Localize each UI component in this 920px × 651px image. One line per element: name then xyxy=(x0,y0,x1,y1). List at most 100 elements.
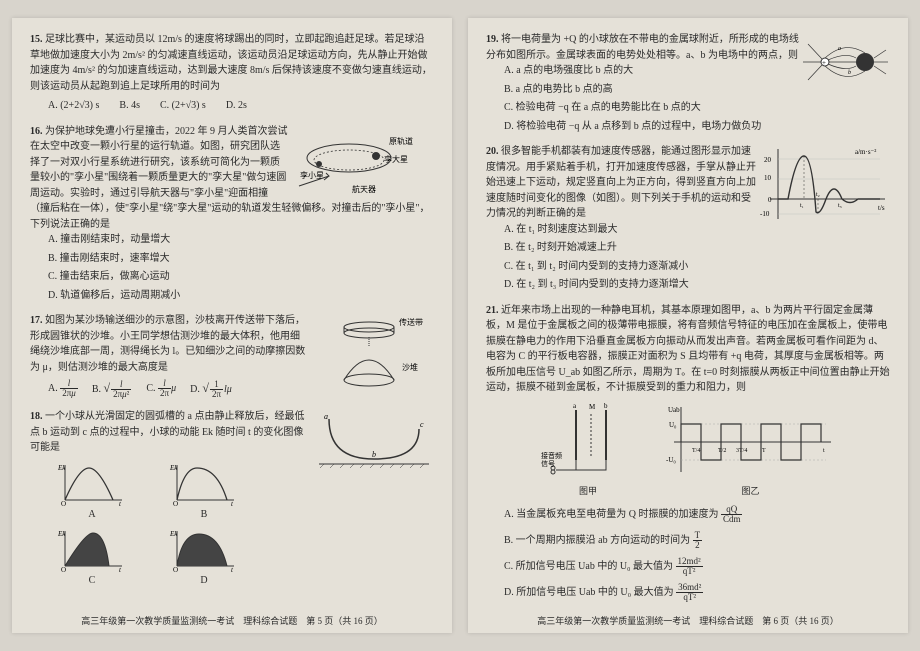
svg-text:t: t xyxy=(231,566,234,573)
q17-num: 17. xyxy=(30,315,43,326)
svg-text:Ek: Ek xyxy=(57,464,66,472)
label-C: C xyxy=(89,573,96,589)
page-5: 15. 足球比赛中，某运动员以 12m/s 的速度将球踢出的同时，立即起跑追赶足… xyxy=(12,18,452,633)
q21-C: C. 所加信号电压 Uab 中的 U₀ 最大值为 12md²qT² xyxy=(504,557,890,576)
q21-options: A. 当金属板充电至电荷量为 Q 时振膜的加速度为 qQCdm B. 一个周期内… xyxy=(504,505,890,602)
svg-text:信号: 信号 xyxy=(541,459,555,468)
svg-text:t₃: t₃ xyxy=(838,203,842,209)
svg-text:接音频: 接音频 xyxy=(541,451,562,460)
q19-D: D. 将检验电荷 −q 从 a 点移到 b 点的过程中，电场力做负功 xyxy=(504,119,800,135)
svg-text:M: M xyxy=(589,403,596,411)
q19-B: B. a 点的电势比 b 点的高 xyxy=(504,82,800,98)
svg-text:10: 10 xyxy=(764,174,772,182)
q17-B: B. √l2πμ² xyxy=(92,379,133,399)
q19-text: 将一电荷量为 +Q 的小球放在不带电的金属球附近，所形成的电场线分布如图所示。金… xyxy=(486,34,799,61)
svg-text:t₂: t₂ xyxy=(816,192,820,198)
q20-options: A. 在 t₁ 时刻速度达到最大 B. 在 t₂ 时刻开始减速上升 C. 在 t… xyxy=(504,222,760,293)
q21-fig-yi: Uab U₀ -U₀ T/4 T/2 3T/4 T t 图乙 xyxy=(666,402,836,499)
q21-B: B. 一个周期内振膜沿 ab 方向运动的时间为 T2 xyxy=(504,531,890,550)
q18-graph-A: Ek t O A xyxy=(48,462,136,523)
q17-text: 如图为某沙场输送细沙的示意图，沙枝离开传送带下落后，形成圆锥状的沙堆。小王同学想… xyxy=(30,315,305,373)
svg-text:O: O xyxy=(173,500,178,507)
q20-text: 很多智能手机都装有加速度传感器，能通过图形显示加速度情况。用手紧贴着手机，打开加… xyxy=(486,146,756,219)
q20-B: B. 在 t₂ 时刻开始减速上升 xyxy=(504,240,760,256)
q21-A: A. 当金属板充电至电荷量为 Q 时振膜的加速度为 qQCdm xyxy=(504,505,890,524)
q16-D: D. 轨道偏移后，运动周期减小 xyxy=(48,288,434,304)
q18-graphs: EktO A EktO B EktO C xyxy=(48,462,248,589)
field-lines-diagram: + a b xyxy=(800,32,890,92)
q15-text: 足球比赛中，某运动员以 12m/s 的速度将球踢出的同时，立即起跑追赶足球。若足… xyxy=(30,34,432,92)
q16-A: A. 撞击刚结束时，动量增大 xyxy=(48,232,434,248)
q17-A: A. l2πμ xyxy=(48,379,78,399)
question-16: 原轨道 孪大星 孪小星 航天器 16. 为保护地球免遭小行星撞击，2022 年 … xyxy=(30,124,434,304)
svg-text:Ek: Ek xyxy=(169,464,178,472)
q18-num: 18. xyxy=(30,411,43,422)
question-20: a/m·s⁻² t/s 20 10 0 -10 t₁ t₂ t₃ 20. 很多智… xyxy=(486,144,890,293)
svg-text:t: t xyxy=(119,500,122,507)
svg-text:传送带: 传送带 xyxy=(399,317,423,327)
svg-text:T/2: T/2 xyxy=(718,448,726,454)
svg-text:a: a xyxy=(324,412,328,421)
footer-left: 高三年级第一次教学质量监测统一考试 理科综合试题 第 5 页（共 16 页） xyxy=(12,614,452,627)
label-A: A xyxy=(88,507,95,523)
svg-text:b: b xyxy=(372,450,376,459)
q15-num: 15. xyxy=(30,34,43,45)
q18-text: 一个小球从光滑固定的圆弧槽的 a 点由静止释放后，经最低点 b 运动到 c 点的… xyxy=(30,411,304,453)
svg-text:-U₀: -U₀ xyxy=(666,456,676,464)
q19-num: 19. xyxy=(486,34,499,45)
svg-text:T: T xyxy=(762,448,766,454)
svg-text:O: O xyxy=(61,500,66,507)
q15-C: C. (2+√3) s xyxy=(160,98,206,114)
svg-text:a/m·s⁻²: a/m·s⁻² xyxy=(855,148,876,156)
q20-num: 20. xyxy=(486,146,499,157)
question-21: 21. 近年来市场上出现的一种静电耳机，其基本原理如图甲，a、b 为两片平行固定… xyxy=(486,303,890,602)
svg-text:O: O xyxy=(173,566,178,573)
svg-text:20: 20 xyxy=(764,156,772,164)
svg-text:孪大星: 孪大星 xyxy=(384,154,408,164)
orbit-diagram: 原轨道 孪大星 孪小星 航天器 xyxy=(294,126,434,196)
svg-text:a: a xyxy=(573,402,577,410)
svg-text:a: a xyxy=(838,46,841,52)
question-15: 15. 足球比赛中，某运动员以 12m/s 的速度将球踢出的同时，立即起跑追赶足… xyxy=(30,32,434,114)
q19-options: A. a 点的电场强度比 b 点的大 B. a 点的电势比 b 点的高 C. 检… xyxy=(504,63,800,134)
q17-C: C. l2πμ xyxy=(146,379,176,399)
q21-text: 近年来市场上出现的一种静电耳机，其基本原理如图甲，a、b 为两片平行固定金属薄板… xyxy=(486,305,890,394)
q20-D: D. 在 t₂ 到 t₃ 时间内受到的支持力逐渐增大 xyxy=(504,277,760,293)
svg-text:c: c xyxy=(420,420,424,429)
svg-text:3T/4: 3T/4 xyxy=(736,448,747,454)
q21-num: 21. xyxy=(486,305,499,316)
svg-text:原轨道: 原轨道 xyxy=(389,136,413,146)
question-18: a b c 18. 一个小球从光滑固定的圆弧槽的 a 点由静止释放后，经最低点 … xyxy=(30,409,434,589)
svg-text:Uab: Uab xyxy=(668,406,680,414)
q19-A: A. a 点的电场强度比 b 点的大 xyxy=(504,63,800,79)
footer-right: 高三年级第一次教学质量监测统一考试 理科综合试题 第 6 页（共 16 页） xyxy=(468,614,908,627)
svg-text:O: O xyxy=(61,566,66,573)
svg-text:U₀: U₀ xyxy=(669,421,677,429)
cap-jia: 图甲 xyxy=(541,485,636,499)
q17-options: A. l2πμ B. √l2πμ² C. l2πμ D. √12πlμ xyxy=(48,379,308,399)
svg-text:T/4: T/4 xyxy=(692,448,700,454)
q20-A: A. 在 t₁ 时刻速度达到最大 xyxy=(504,222,760,238)
q18-graph-D: EktO D xyxy=(160,528,248,589)
q15-options: A. (2+2√3) s B. 4s C. (2+√3) s D. 2s xyxy=(48,98,434,114)
q16-options: A. 撞击刚结束时，动量增大 B. 撞击刚结束时，速率增大 C. 撞击结束后，做… xyxy=(48,232,434,303)
q16-num: 16. xyxy=(30,126,43,137)
q21-fig-jia: a Mb 接音频信号 图甲 xyxy=(541,402,636,499)
svg-text:-10: -10 xyxy=(760,210,770,218)
acceleration-graph: a/m·s⁻² t/s 20 10 0 -10 t₁ t₂ t₃ xyxy=(760,144,890,229)
q15-D: D. 2s xyxy=(226,98,247,114)
label-D: D xyxy=(200,573,207,589)
q15-A: A. (2+2√3) s xyxy=(48,98,99,114)
label-B: B xyxy=(201,507,208,523)
svg-text:0: 0 xyxy=(768,196,772,204)
svg-text:b: b xyxy=(604,402,608,410)
sand-cone-diagram: 传送带 沙堆 xyxy=(314,315,434,395)
question-19: + a b 19. 将一电荷量为 +Q 的小球放在不带电的金属球附近，所形成的电… xyxy=(486,32,890,134)
svg-text:Ek: Ek xyxy=(57,530,66,538)
q16-C: C. 撞击结束后，做离心运动 xyxy=(48,269,434,285)
q18-graph-C: EktO C xyxy=(48,528,136,589)
svg-text:+: + xyxy=(822,59,826,67)
q18-graph-B: EktO B xyxy=(160,462,248,523)
q19-C: C. 检验电荷 −q 在 a 点的电势能比在 b 点的大 xyxy=(504,100,800,116)
q17-D: D. √12πlμ xyxy=(190,379,232,399)
